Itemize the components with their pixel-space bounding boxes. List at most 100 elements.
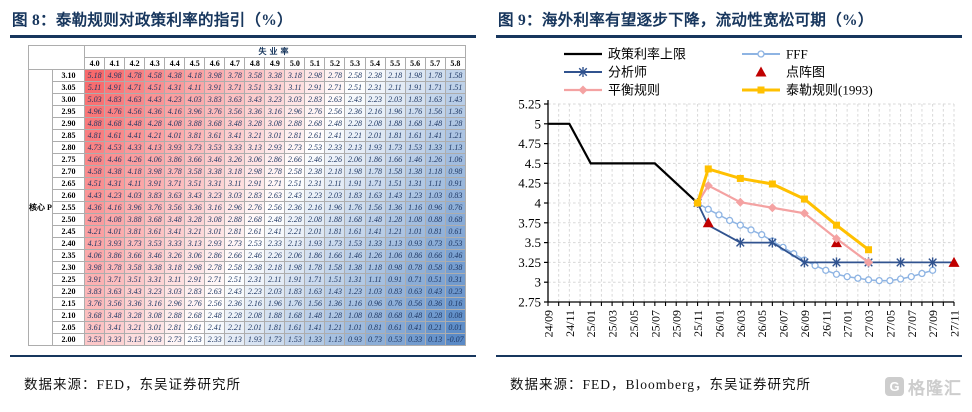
- heatmap-cell: 4.28: [144, 117, 166, 130]
- heatmap-cell: 3.83: [204, 93, 226, 106]
- marker-square: [757, 86, 765, 94]
- heatmap-cell: 3.23: [264, 93, 286, 106]
- heatmap-cell: 1.16: [344, 297, 366, 310]
- heatmap-cell: 2.81: [284, 129, 306, 142]
- heatmap-cell: 3.63: [104, 285, 126, 298]
- marker-asterisk: [800, 258, 809, 267]
- heatmap-cell: 3.56: [224, 105, 246, 118]
- heatmap-cell: 3.98: [84, 261, 106, 274]
- heatmap-cell: 3.31: [264, 81, 286, 94]
- heatmap-cell: 2.76: [244, 201, 266, 214]
- heatmap-cell: 2.33: [324, 141, 346, 154]
- heatmap-cell: 4.11: [124, 177, 146, 190]
- figure9-title: 图 9：海外利率有望逐步下降，流动性宽松可期（%）: [498, 12, 874, 29]
- marker-diamond: [831, 234, 841, 244]
- heatmap-cell: 1.83: [344, 189, 366, 202]
- heatmap-cell: 3.08: [204, 213, 226, 226]
- row-header: 2.15: [52, 297, 86, 310]
- row-header: 2.00: [52, 333, 86, 346]
- marker-circle: [758, 231, 766, 239]
- heatmap-cell: 3.56: [104, 297, 126, 310]
- heatmap-cell: 3.68: [84, 309, 106, 322]
- heatmap-cell: 4.78: [124, 69, 146, 82]
- heatmap-cell: 5.03: [84, 93, 106, 106]
- heatmap-cell: 4.91: [104, 81, 126, 94]
- heatmap-cell: 2.01: [244, 321, 266, 334]
- column-header: 4.6: [204, 57, 226, 70]
- y-tick-label: 3.25: [518, 255, 541, 270]
- y-tick-label: 4.25: [518, 176, 541, 191]
- marker-circle: [811, 261, 819, 270]
- heatmap-cell: 3.33: [224, 141, 246, 154]
- heatmap-cell: 3.91: [84, 273, 106, 286]
- marker-circle: [832, 270, 841, 278]
- taylor-rule-heatmap-table: 失业率 4.0 4.1 4.2 4.3 4.4 4.5 4.6 4.7 4.8 4.9 5.0 5.1 5…: [27, 45, 467, 346]
- marker-asterisk: [768, 238, 777, 247]
- heatmap-cell: 2.38: [364, 69, 386, 82]
- heatmap-cell: 2.26: [324, 153, 346, 166]
- heatmap-cell: 2.96: [224, 201, 246, 214]
- heatmap-cell: 2.56: [264, 201, 286, 214]
- heatmap-cell: 2.43: [284, 189, 306, 202]
- heatmap-cell: 4.38: [104, 165, 126, 178]
- heatmap-cell: 0.71: [404, 273, 426, 286]
- heatmap-cell: 3.21: [124, 321, 146, 334]
- heatmap-cell: 3.23: [144, 285, 166, 298]
- heatmap-cell: 4.41: [124, 129, 146, 142]
- x-tick-label: 25/01: [584, 310, 598, 337]
- heatmap-cell: 2.93: [264, 141, 286, 154]
- heatmap-cell: 1.51: [384, 177, 406, 190]
- marker-circle: [843, 273, 851, 281]
- heatmap-cell: 1.11: [364, 273, 386, 286]
- heatmap-cell: 0.38: [444, 261, 467, 274]
- marker-triangle: [755, 66, 767, 77]
- heatmap-cell: 4.68: [104, 117, 126, 130]
- heatmap-cell: 1.53: [404, 141, 426, 154]
- heatmap-cell: 2.71: [204, 273, 226, 286]
- heatmap-cell: 2.08: [304, 213, 326, 226]
- heatmap-cell: 1.63: [304, 285, 326, 298]
- heatmap-cell: 0.51: [424, 273, 446, 286]
- heatmap-cell: 2.38: [244, 261, 266, 274]
- heatmap-cell: 4.43: [84, 189, 106, 202]
- heatmap-cell: 3.41: [104, 321, 126, 334]
- heatmap-cell: 4.71: [124, 81, 146, 94]
- heatmap-cell: 2.43: [224, 285, 246, 298]
- heatmap-cell: 1.73: [384, 141, 406, 154]
- heatmap-cell: 1.91: [284, 273, 306, 286]
- heatmap-cell: 0.53: [384, 333, 406, 346]
- heatmap-cell: 2.01: [364, 129, 386, 142]
- heatmap-cell: 1.21: [444, 129, 467, 142]
- heatmap-cell: 3.01: [204, 225, 226, 238]
- column-header: 4.0: [84, 57, 106, 70]
- heatmap-cell: 2.66: [284, 153, 306, 166]
- heatmap-cell: 1.43: [384, 189, 406, 202]
- heatmap-cell: 1.63: [364, 189, 386, 202]
- heatmap-cell: 0.33: [404, 333, 426, 346]
- heatmap-cell: 1.38: [344, 261, 366, 274]
- heatmap-cell: 2.93: [144, 333, 166, 346]
- heatmap-cell: 2.33: [204, 333, 226, 346]
- heatmap-cell: 1.16: [404, 201, 426, 214]
- heatmap-cell: 2.73: [164, 333, 186, 346]
- unemployment-rate-header: 失业率: [84, 45, 466, 58]
- heatmap-cell: 1.76: [344, 201, 366, 214]
- heatmap-cell: 3.81: [124, 225, 146, 238]
- heatmap-cell: 1.73: [324, 237, 346, 250]
- heatmap-cell: 3.06: [184, 249, 206, 262]
- heatmap-cell: 0.13: [424, 333, 446, 346]
- heatmap-cell: 1.41: [304, 321, 326, 334]
- heatmap-cell: 3.73: [124, 237, 146, 250]
- heatmap-cell: 3.16: [144, 297, 166, 310]
- column-header: 5.5: [384, 57, 406, 70]
- heatmap-cell: 3.61: [144, 225, 166, 238]
- table-corner: [27, 45, 86, 70]
- heatmap-cell: 3.13: [244, 141, 266, 154]
- row-header: 2.60: [52, 189, 86, 202]
- heatmap-cell: 2.78: [264, 165, 286, 178]
- row-header: 2.10: [52, 309, 86, 322]
- heatmap-cell: 2.63: [204, 285, 226, 298]
- x-tick-label: 26/09: [798, 310, 812, 337]
- table-row: 2.25 3.91 3.71 3.51 3.31 3.11 2.91 2.71 2.51 2.31…: [29, 273, 467, 286]
